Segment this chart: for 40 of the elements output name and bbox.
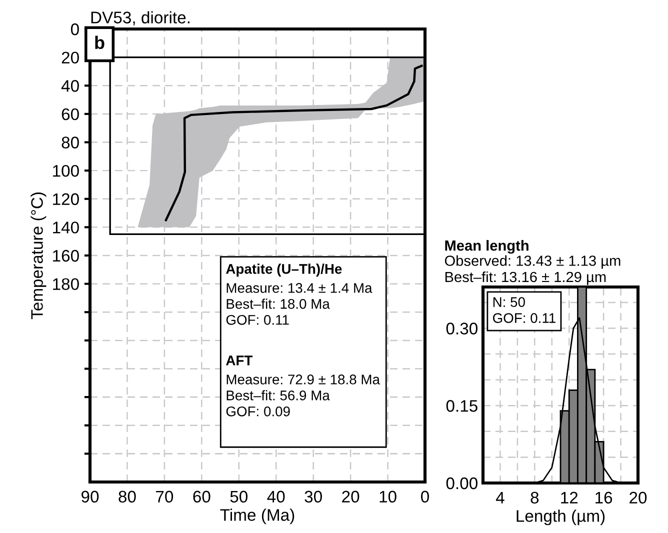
annotation: Measure: 13.4 ± 1.4 Ma Best–fit: 18.0 Ma GOF: 0.11	[226, 283, 372, 325]
x-axis-title: Time (Ma)	[220, 508, 294, 524]
annotation: Measure: 72.9 ± 18.8 Ma Best–fit: 56.9 Ma GOF: 0.09	[226, 374, 380, 416]
y-tick-label: 0	[70, 23, 79, 36]
x-axis-title: Length (µm)	[516, 510, 605, 526]
y-tick-label: 20	[62, 52, 79, 64]
x-tick-label: 0	[421, 490, 429, 503]
x-tick-label: 12	[561, 492, 578, 504]
y-axis-title: Temperature (°C)	[30, 192, 46, 320]
y-tick-label: 100	[53, 164, 79, 177]
x-tick-label: 10	[380, 490, 396, 503]
chart-subtitle: Observed: 13.43 ± 1.13 µm Best–fit: 13.16 ± 1.29 µm	[444, 255, 620, 286]
annotation: N: 50 GOF: 0.11	[493, 297, 556, 323]
annotation: b	[95, 36, 104, 50]
x-tick-label: 80	[118, 490, 136, 503]
annotation: AFT	[226, 356, 253, 366]
y-tick-label: 40	[61, 80, 79, 92]
x-tick-label: 16	[596, 492, 612, 504]
x-tick-label: 90	[82, 490, 99, 503]
y-tick-label: 160	[53, 250, 79, 262]
y-tick-label: 180	[53, 278, 79, 290]
chart-title: DV53, diorite.	[91, 11, 190, 26]
chart-title: Mean length	[445, 240, 528, 254]
y-tick-label: 140	[53, 222, 79, 234]
y-tick-label: 120	[53, 193, 79, 206]
x-tick-label: 40	[267, 490, 285, 503]
x-tick-label: 70	[156, 490, 174, 503]
x-tick-label: 60	[193, 490, 210, 503]
annotation: Apatite (U–Th)/He	[226, 264, 342, 277]
y-tick-label: 0.00	[446, 477, 478, 490]
x-tick-label: 20	[342, 490, 360, 503]
y-tick-label: 80	[62, 136, 79, 148]
x-tick-label: 20	[630, 492, 647, 504]
x-tick-label: 30	[304, 490, 322, 503]
y-tick-label: 0.15	[446, 400, 478, 412]
x-tick-label: 8	[530, 492, 539, 504]
x-tick-label: 50	[230, 490, 248, 503]
y-tick-label: 60	[62, 108, 79, 120]
y-tick-label: 0.30	[446, 322, 478, 334]
x-tick-label: 4	[496, 492, 504, 504]
